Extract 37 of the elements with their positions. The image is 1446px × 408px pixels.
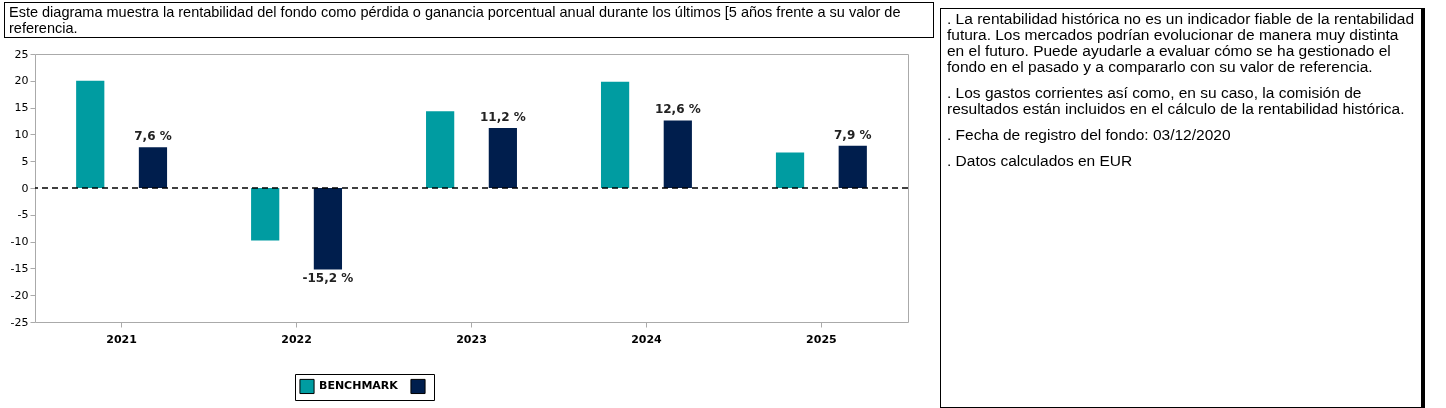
x-tick-label: 2024 [631,332,663,346]
y-tick-label: -25 [10,315,29,329]
text: . Datos calculados en EUR [947,152,1134,169]
data-label: 7,6 % [134,129,172,144]
text: . Fecha de registro del fondo: 03/12/2020 [947,126,1232,143]
bar [251,188,280,241]
y-tick-label: 25 [14,47,29,61]
bar [600,81,630,188]
bar [313,188,343,270]
y-tick-label: 5 [21,154,29,168]
chart-title: Este diagrama muestra la rentabilidad del fondo como pérdida o ganancia porcentual anual durante los últimos [5 años frente a su valor de referencia. [4,2,934,38]
x-tick-label: 2023 [456,332,487,346]
data-label: -15,2 % [302,271,354,286]
bar [663,120,692,188]
bar [775,152,805,188]
y-tick-label: -20 [10,288,29,302]
bar [138,147,168,188]
y-tick-label: -15 [10,261,29,275]
x-tick-label: 2025 [806,332,837,346]
y-tick-label: 15 [14,101,29,115]
bar [488,127,517,188]
bar [426,111,455,188]
data-label: 12,6 % [654,102,701,117]
y-tick-label: 0 [21,181,29,195]
y-tick-label: 10 [14,127,29,141]
data-label: 11,2 % [479,109,526,124]
bar [76,80,105,188]
text: . La rentabilidad histórica no es un indicador fiable de la rentabilidad futura. Los mercados podrían evolucionar de manera muy distinta en el futuro. Puede ayudarle a evaluar cómo se ha gestionado el fondo en el pasado y a compararlo con su valor de referencia. [947,10,1415,75]
y-tick-label: 20 [14,74,29,88]
y-tick-label: -10 [10,235,29,249]
x-tick-label: 2021 [106,332,137,346]
text: . Los gastos corrientes así como, en su caso, la comisión de resultados están incluidos en el cálculo de la rentabilidad histórica. [947,84,1406,117]
legend-label: BENCHMARK [319,379,399,393]
x-tick-label: 2022 [281,332,312,346]
data-label: 7,9 % [834,127,872,142]
bar [838,145,867,188]
y-tick-label: -5 [17,208,29,222]
